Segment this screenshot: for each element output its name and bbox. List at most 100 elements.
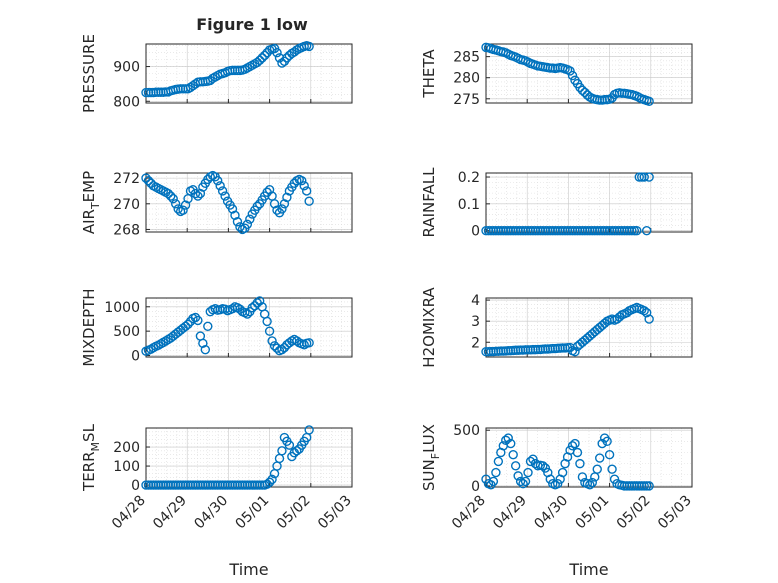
axes-box bbox=[145, 297, 353, 358]
data-point bbox=[284, 440, 295, 450]
data-point bbox=[230, 210, 240, 221]
y-axis-label: AIRTEMP bbox=[80, 171, 102, 234]
data-point bbox=[299, 181, 309, 191]
y-tick-label: 280 bbox=[453, 71, 480, 87]
y-tick-label: 3 bbox=[471, 314, 480, 330]
data-point bbox=[262, 479, 272, 489]
data-point bbox=[170, 199, 181, 209]
data-point bbox=[264, 184, 275, 195]
panel-mixdepth: 0 500 1000 MIXDEPTH bbox=[80, 288, 353, 367]
data-point bbox=[565, 66, 575, 76]
data-point bbox=[257, 53, 267, 63]
data-point bbox=[173, 204, 183, 214]
data-point bbox=[570, 438, 580, 449]
data-point bbox=[193, 315, 203, 326]
data-point bbox=[220, 191, 230, 201]
x-tick-label: 04/29 bbox=[490, 493, 530, 533]
data-point bbox=[634, 172, 644, 182]
data-point bbox=[575, 339, 585, 350]
data-point bbox=[277, 446, 287, 456]
data-point bbox=[242, 219, 253, 230]
data-point bbox=[301, 186, 312, 196]
data-point bbox=[540, 463, 551, 473]
data-point bbox=[279, 199, 290, 209]
data-point bbox=[304, 425, 314, 435]
y-tick-label: 268 bbox=[113, 222, 140, 238]
data-point bbox=[227, 204, 238, 214]
x-tick-label: 05/01 bbox=[233, 493, 273, 533]
data-point bbox=[590, 327, 600, 337]
data-point bbox=[557, 467, 568, 478]
data-point bbox=[639, 305, 649, 316]
data-point bbox=[198, 338, 208, 349]
data-point bbox=[572, 447, 583, 458]
data-point bbox=[304, 196, 314, 206]
data-point bbox=[178, 205, 188, 215]
data-point bbox=[614, 312, 625, 322]
data-point bbox=[272, 47, 282, 58]
y-tick-label: 0.2 bbox=[458, 170, 480, 186]
data-point bbox=[217, 186, 228, 196]
axes-box bbox=[485, 172, 693, 233]
data-point bbox=[567, 70, 578, 81]
data-point bbox=[269, 341, 280, 351]
data-point bbox=[592, 464, 602, 474]
data-point bbox=[513, 471, 523, 481]
data-point bbox=[538, 461, 548, 471]
y-axis-label: H2OMIXRA bbox=[420, 287, 438, 368]
x-tick-label: 05/02 bbox=[614, 493, 654, 533]
data-point bbox=[203, 321, 213, 331]
y-tick-label: 0.1 bbox=[458, 197, 480, 213]
data-point bbox=[567, 441, 578, 451]
data-point bbox=[595, 453, 605, 463]
panel-theta: 275 280 285 THETA bbox=[420, 42, 693, 108]
data-point bbox=[143, 175, 154, 186]
data-point bbox=[491, 467, 501, 478]
data-point bbox=[304, 41, 314, 52]
data-point bbox=[627, 225, 637, 236]
axes-box bbox=[485, 43, 693, 104]
y-tick-label: 200 bbox=[113, 440, 140, 456]
data-point bbox=[200, 344, 211, 355]
y-tick-label: 800 bbox=[113, 94, 140, 110]
data-point bbox=[525, 456, 536, 467]
panel-rainfall: 0 0.1 0.2 RAINFALL bbox=[420, 167, 693, 240]
y-tick-label: 272 bbox=[113, 171, 140, 187]
data-point bbox=[304, 338, 314, 348]
panel-terr-msl: 0 100 200 04/28 04/29 04/30 05/01 05/02 05/03 Tim… bbox=[80, 423, 355, 579]
y-tick-label: 275 bbox=[453, 92, 480, 108]
data-point bbox=[644, 314, 654, 324]
x-tick-label: 05/03 bbox=[655, 493, 695, 533]
data-point bbox=[580, 87, 590, 98]
data-point bbox=[570, 347, 580, 357]
data-point bbox=[215, 181, 225, 191]
data-point bbox=[632, 225, 642, 236]
y-tick-label: 1000 bbox=[104, 300, 140, 316]
y-tick-label: 285 bbox=[453, 50, 480, 66]
data-point bbox=[488, 476, 499, 487]
data-point bbox=[267, 336, 277, 346]
data-point bbox=[597, 438, 607, 449]
x-tick-label: 05/03 bbox=[315, 493, 355, 533]
data-point bbox=[520, 476, 531, 487]
data-point bbox=[641, 481, 652, 491]
data-point bbox=[641, 308, 652, 318]
data-point bbox=[545, 474, 555, 484]
data-point bbox=[212, 175, 223, 186]
panel-air-temp: 268 270 272 AIRTEMP bbox=[80, 171, 353, 238]
data-point bbox=[264, 477, 275, 487]
data-point bbox=[552, 478, 563, 489]
data-point bbox=[180, 200, 191, 210]
data-point bbox=[644, 481, 654, 491]
data-point bbox=[577, 85, 588, 96]
data-point bbox=[523, 467, 533, 478]
data-point bbox=[168, 193, 178, 204]
data-point bbox=[166, 191, 176, 201]
data-point bbox=[183, 319, 193, 330]
data-point bbox=[259, 50, 270, 61]
data-point bbox=[609, 474, 620, 484]
y-tick-label: 0 bbox=[131, 478, 140, 494]
panel-sun-flux: 0 500 04/28 04/29 04/30 05/01 05/02 05/03 Time SU… bbox=[420, 423, 695, 579]
data-point bbox=[267, 474, 277, 485]
